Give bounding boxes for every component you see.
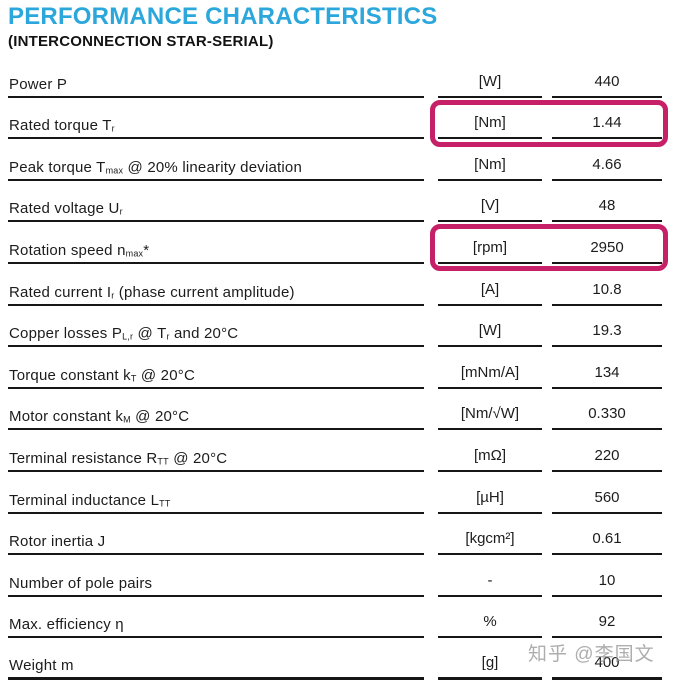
label-subscript: T [130, 373, 137, 384]
label-text: and 20°C [169, 325, 239, 343]
label-subscript: r [111, 289, 115, 300]
unit-cell: % [438, 613, 542, 639]
label-text: Rated current I [9, 283, 112, 301]
label-text: Terminal inductance L [9, 491, 160, 509]
label-text: @ 20°C [168, 449, 228, 467]
label-text: Max. efficiency η [9, 616, 124, 634]
parameter-label: Power P [8, 76, 424, 98]
table-row: Torque constant kT @ 20°C [mNm/A] 134 [8, 347, 662, 389]
label-text: @ 20°C [136, 366, 195, 384]
performance-table: Power P [W] 440 Rated torque Tr [Nm] 1.44 Peak… [8, 56, 668, 680]
parameter-label: Terminal inductance LTT [8, 492, 424, 514]
label-subscript: max [105, 165, 124, 176]
value-cell: 4.66 [552, 156, 662, 181]
unit-cell: [Nm/√W] [438, 405, 542, 431]
label-text: Rotation speed n [9, 241, 126, 259]
value-cell: 2950 [552, 239, 662, 264]
label-text: @ T [133, 325, 167, 343]
parameter-label: Rotor inertia J [8, 533, 424, 556]
label-text: Torque constant k [9, 366, 131, 384]
label-text: Rotor inertia J [9, 533, 106, 551]
label-subscript: TT [159, 497, 171, 508]
table-row: Number of pole pairs -10 [8, 555, 662, 597]
parameter-label: Weight m [8, 657, 424, 680]
unit-cell: [W] [438, 73, 542, 98]
label-subscript: L,r [122, 331, 134, 342]
value-cell: 1.44 [552, 114, 662, 140]
label-text: @ 20% linearity deviation [123, 158, 303, 176]
label-subscript: r [166, 331, 170, 342]
page-title: PERFORMANCE CHARACTERISTICS [8, 3, 438, 30]
value-cell: 560 [552, 489, 662, 514]
value-cell: 92 [552, 613, 662, 639]
unit-cell: [µH] [438, 489, 542, 514]
table-row: Terminal inductance LTT [µH] 560 [8, 472, 662, 514]
parameter-label: Motor constant kM @ 20°C [8, 408, 424, 431]
unit-cell: [mΩ] [438, 447, 542, 472]
parameter-label: Max. efficiency η [8, 616, 424, 639]
table-row: Rotation speed nmax* [rpm] 2950 [8, 222, 668, 272]
table-row: Terminal resistance RTT @ 20°C [mΩ] 220 [8, 430, 662, 472]
value-cell: 10 [552, 572, 662, 597]
watermark-text: 知乎 @李国文 [528, 644, 655, 665]
unit-cell: - [438, 572, 542, 597]
value-cell: 440 [552, 73, 662, 98]
value-cell: 134 [552, 364, 662, 389]
value-cell: 0.61 [552, 530, 662, 556]
unit-cell: [g] [438, 654, 542, 680]
parameter-label: Copper losses PL,r @ Tr and 20°C [8, 325, 424, 348]
parameter-label: Terminal resistance RTT @ 20°C [8, 450, 424, 472]
value-cell: 400 [552, 654, 662, 680]
label-text: Number of pole pairs [9, 574, 153, 592]
unit-cell: [V] [438, 197, 542, 223]
unit-cell: [kgcm²] [438, 530, 542, 556]
value-cell: 10.8 [552, 281, 662, 306]
unit-cell: [Nm] [438, 114, 542, 140]
unit-cell: [A] [438, 281, 542, 306]
value-cell: 0.330 [552, 405, 662, 431]
value-cell: 19.3 [552, 322, 662, 348]
label-text: * [143, 241, 150, 259]
table-row: Copper losses PL,r @ Tr and 20°C [W] 19.3 [8, 306, 662, 348]
label-text: @ 20°C [130, 408, 190, 426]
value-cell: 220 [552, 447, 662, 472]
table-row: Rated torque Tr [Nm] 1.44 [8, 98, 668, 147]
page-subtitle: (INTERCONNECTION STAR-SERIAL) [8, 33, 274, 50]
parameter-label: Torque constant kT @ 20°C [8, 367, 424, 389]
unit-cell: [mNm/A] [438, 364, 542, 389]
unit-cell: [W] [438, 322, 542, 348]
table-row: Rotor inertia J [kgcm²] 0.61 [8, 514, 662, 556]
parameter-label: Peak torque Tmax @ 20% linearity deviati… [8, 159, 424, 181]
unit-cell: [Nm] [438, 156, 542, 181]
value-cell: 48 [552, 197, 662, 223]
parameter-label: Rated voltage Ur [8, 200, 424, 223]
table-row: Motor constant kM @ 20°C [Nm/√W] 0.330 [8, 389, 662, 431]
label-subscript: M [123, 414, 131, 425]
label-subscript: r [111, 123, 115, 134]
label-subscript: max [125, 248, 144, 259]
label-text: Weight m [9, 656, 74, 674]
label-subscript: r [119, 206, 123, 217]
label-text: Copper losses P [9, 325, 123, 343]
parameter-label: Rotation speed nmax* [8, 242, 424, 264]
label-text: Rated torque T [9, 117, 112, 135]
table-row: Rated voltage Ur [V] 48 [8, 181, 662, 223]
table-row: Max. efficiency η% 92 [8, 597, 662, 639]
unit-cell: [rpm] [438, 239, 542, 264]
label-text: Power P [9, 75, 68, 93]
parameter-label: Rated current Ir (phase current amplitud… [8, 284, 424, 306]
label-text: (phase current amplitude) [114, 283, 295, 301]
label-text: Rated voltage U [9, 200, 120, 218]
parameter-label: Number of pole pairs [8, 575, 424, 597]
label-text: Terminal resistance R [9, 449, 158, 467]
label-text: Motor constant k [9, 408, 124, 426]
table-row: Weight m [g] 400 [8, 638, 662, 680]
table-row: Power P [W] 440 [8, 56, 662, 98]
table-row: Rated current Ir (phase current amplitud… [8, 264, 662, 306]
label-text: Peak torque T [9, 158, 106, 176]
table-row: Peak torque Tmax @ 20% linearity deviati… [8, 139, 662, 181]
label-subscript: TT [157, 456, 169, 467]
parameter-label: Rated torque Tr [8, 117, 424, 140]
